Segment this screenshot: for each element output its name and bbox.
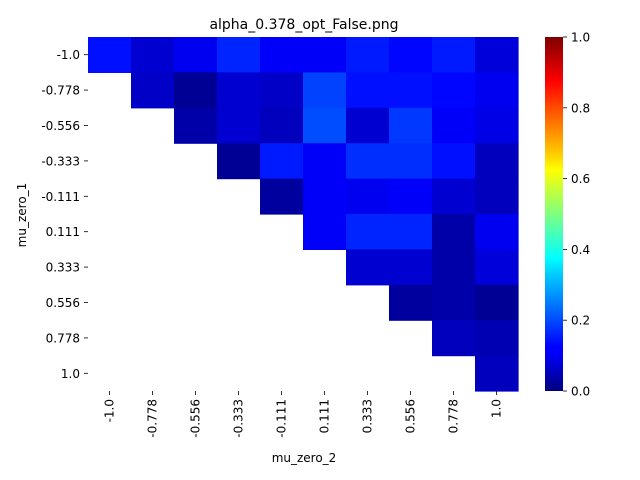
colorbar-tick-label: 0.0 — [571, 385, 590, 399]
heatmap-cell-5-9 — [475, 214, 519, 250]
heatmap-cell-0-0 — [88, 37, 132, 73]
heatmap-cell-3-8 — [432, 143, 476, 180]
heatmap-cell-1-3 — [217, 72, 261, 109]
heatmap-cell-1-9 — [475, 72, 519, 109]
y-tick-label: -0.778 — [41, 84, 80, 98]
x-axis-label: mu_zero_2 — [272, 451, 337, 465]
y-tick-label: 0.111 — [46, 225, 80, 239]
colorbar-tick-label: 0.6 — [571, 172, 590, 186]
heatmap-cell-0-9 — [475, 37, 519, 73]
x-tick-label: 0.778 — [447, 399, 461, 433]
y-axis-label: mu_zero_1 — [15, 183, 29, 248]
heatmap-cell-1-4 — [260, 72, 304, 109]
heatmap-cell-1-1 — [131, 72, 175, 109]
heatmap-cell-3-4 — [260, 143, 304, 180]
heatmap-cell-1-5 — [303, 72, 347, 109]
heatmap-cell-5-7 — [389, 214, 433, 250]
heatmap-cell-2-6 — [346, 107, 390, 144]
x-tick-label: -0.778 — [146, 399, 160, 438]
heatmap-cell-2-2 — [174, 107, 218, 144]
heatmap-cells — [88, 37, 519, 392]
heatmap-cell-0-2 — [174, 37, 218, 73]
heatmap-cell-0-1 — [131, 37, 175, 73]
heatmap-cell-9-9 — [475, 355, 519, 392]
y-tick-label: 0.778 — [46, 331, 80, 345]
heatmap-cell-0-6 — [346, 37, 390, 73]
heatmap-cell-1-6 — [346, 72, 390, 109]
y-tick-label: -0.556 — [41, 119, 80, 133]
heatmap-cell-1-8 — [432, 72, 476, 109]
heatmap-cell-2-4 — [260, 107, 304, 144]
heatmap-cell-2-9 — [475, 107, 519, 144]
heatmap-cell-0-3 — [217, 37, 261, 73]
x-tick-label: 0.556 — [404, 399, 418, 433]
x-tick-label: -1.0 — [103, 399, 117, 422]
heatmap-cell-2-3 — [217, 107, 261, 144]
x-tick-label: 1.0 — [490, 399, 504, 418]
x-tick-label: -0.556 — [189, 399, 203, 438]
heatmap-cell-0-8 — [432, 37, 476, 73]
heatmap-cell-4-9 — [475, 178, 519, 215]
heatmap-cell-4-8 — [432, 178, 476, 215]
heatmap-cell-7-8 — [432, 284, 476, 321]
heatmap-cell-0-4 — [260, 37, 304, 73]
y-tick-label: 1.0 — [61, 367, 80, 381]
x-tick-label: -0.111 — [275, 399, 289, 438]
x-axis-ticks: -1.0 -0.778 -0.556 -0.333 -0.111 0.111 0.333 0.… — [103, 391, 504, 438]
heatmap-cell-4-7 — [389, 178, 433, 215]
heatmap-cell-3-9 — [475, 143, 519, 180]
heatmap-cell-4-4 — [260, 178, 304, 215]
colorbar-ticks: 0.0 0.2 0.4 0.6 0.8 1.0 — [563, 31, 590, 399]
colorbar-tick-label: 0.4 — [571, 243, 590, 257]
y-tick-label: -0.111 — [41, 190, 80, 204]
heatmap-cell-3-3 — [217, 143, 261, 180]
heatmap-cell-0-7 — [389, 37, 433, 73]
heatmap-cell-7-9 — [475, 284, 519, 321]
heatmap-cell-5-8 — [432, 214, 476, 250]
heatmap-cell-1-7 — [389, 72, 433, 109]
heatmap-cell-4-5 — [303, 178, 347, 215]
y-axis-ticks: -1.0 -0.778 -0.556 -0.333 -0.111 0.111 0.333 0.… — [41, 48, 88, 381]
heatmap-cell-7-7 — [389, 284, 433, 321]
heatmap-cell-0-5 — [303, 37, 347, 73]
y-tick-label: -1.0 — [57, 48, 80, 62]
y-tick-label: -0.333 — [41, 154, 80, 168]
heatmap-cell-8-8 — [432, 320, 476, 357]
y-tick-label: 0.333 — [46, 261, 80, 275]
heatmap-cell-5-5 — [303, 214, 347, 250]
heatmap-cell-6-6 — [346, 249, 390, 286]
heatmap-cell-1-2 — [174, 72, 218, 109]
heatmap-cell-2-8 — [432, 107, 476, 144]
heatmap-cell-3-6 — [346, 143, 390, 180]
heatmap-cell-3-7 — [389, 143, 433, 180]
y-tick-label: 0.556 — [46, 296, 80, 310]
heatmap-cell-2-5 — [303, 107, 347, 144]
colorbar — [545, 37, 563, 391]
heatmap-cell-5-6 — [346, 214, 390, 250]
x-tick-label: 0.111 — [318, 399, 332, 433]
heatmap-cell-6-9 — [475, 249, 519, 286]
colorbar-tick-label: 0.2 — [571, 314, 590, 328]
colorbar-tick-label: 0.8 — [571, 101, 590, 115]
heatmap-cell-2-7 — [389, 107, 433, 144]
heatmap-cell-6-8 — [432, 249, 476, 286]
colorbar-tick-label: 1.0 — [571, 31, 590, 45]
heatmap-cell-4-6 — [346, 178, 390, 215]
heatmap-cell-8-9 — [475, 320, 519, 357]
x-tick-label: -0.333 — [232, 399, 246, 438]
chart-title: alpha_0.378_opt_False.png — [209, 17, 398, 33]
heatmap-cell-6-7 — [389, 249, 433, 286]
x-tick-label: 0.333 — [361, 399, 375, 433]
heatmap-cell-3-5 — [303, 143, 347, 180]
